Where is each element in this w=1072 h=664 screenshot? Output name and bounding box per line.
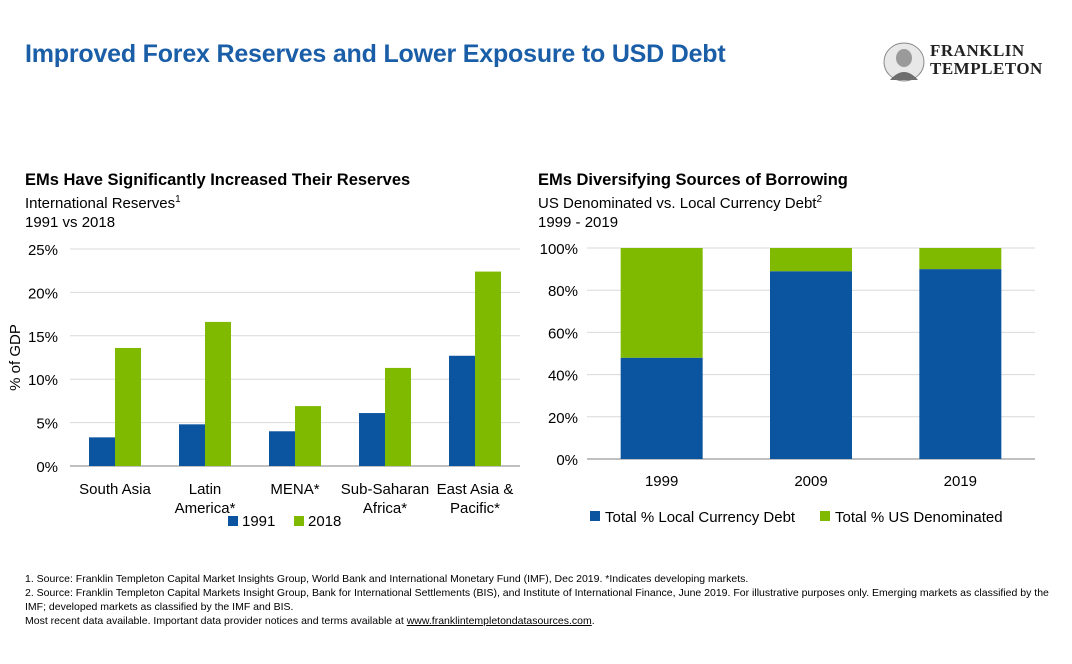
footnote-2: 2. Source: Franklin Templeton Capital Ma…	[25, 587, 1049, 613]
footnote-3: Most recent data available. Important da…	[25, 615, 595, 627]
legend-label: 1991	[242, 513, 275, 530]
footnote-1: 1. Source: Franklin Templeton Capital Ma…	[25, 573, 749, 585]
borrowing-stacked-bar-chart: 0% 20% 40% 60% 80% 100% 1999 2009 2019 Total % Lo…	[540, 241, 1035, 526]
right-chart-subtitle: US Denominated vs. Local Currency Debt2	[538, 194, 823, 212]
x-tick-label: East Asia &	[437, 481, 514, 498]
y-tick-label: 15%	[28, 329, 58, 346]
y-tick-label: 10%	[28, 372, 58, 389]
legend-label: Total % US Denominated	[835, 509, 1003, 526]
right-chart-title: EMs Diversifying Sources of Borrowing	[538, 171, 848, 189]
x-tick-label: 2009	[794, 473, 827, 490]
right-chart-period: 1999 - 2019	[538, 214, 619, 231]
x-tick-label: Africa*	[363, 500, 407, 517]
x-tick-label: 1999	[645, 473, 678, 490]
bar-1991	[359, 413, 385, 466]
left-chart-subtitle: International Reserves1	[25, 194, 181, 212]
legend-swatch	[820, 511, 830, 521]
y-tick-label: 0%	[36, 459, 58, 476]
x-tick-label: MENA*	[270, 481, 319, 498]
stacked-bar-segment	[919, 248, 1002, 270]
right-chart-header: EMs Diversifying Sources of Borrowing US…	[538, 171, 848, 232]
bar-2018	[295, 406, 321, 466]
x-tick-label: America*	[175, 500, 236, 517]
bar-1991	[89, 437, 115, 466]
page-title: Improved Forex Reserves and Lower Exposu…	[25, 40, 726, 68]
bar-1991	[179, 424, 205, 466]
bar-1991	[269, 431, 295, 466]
y-tick-label: 20%	[28, 285, 58, 302]
x-tick-label: 2019	[944, 473, 977, 490]
legend-label: Total % Local Currency Debt	[605, 509, 796, 526]
x-tick-label: South Asia	[79, 481, 151, 498]
y-tick-label: 5%	[36, 416, 58, 433]
stacked-bar-segment	[770, 248, 852, 272]
footnotes: 1. Source: Franklin Templeton Capital Ma…	[25, 572, 1055, 628]
left-chart-title: EMs Have Significantly Increased Their R…	[25, 171, 411, 189]
y-tick-label: 25%	[28, 242, 58, 259]
stacked-bar-segment	[620, 248, 703, 358]
data-sources-link[interactable]: www.franklintempletondatasources.com	[406, 615, 592, 627]
y-axis-label: % of GDP	[7, 324, 24, 391]
x-tick-label: Sub-Saharan	[341, 481, 429, 498]
franklin-templeton-logo: FRANKLIN TEMPLETON	[880, 40, 1060, 84]
y-tick-label: 0%	[556, 452, 578, 469]
legend-swatch	[590, 511, 600, 521]
x-tick-label: Latin	[189, 481, 222, 498]
bar-2018	[475, 271, 501, 466]
brand-line-2: TEMPLETON	[930, 59, 1043, 78]
bar-2018	[115, 347, 141, 466]
stacked-bar-segment	[770, 271, 852, 459]
left-chart-period: 1991 vs 2018	[25, 214, 116, 231]
y-tick-label: 20%	[548, 410, 578, 427]
y-tick-label: 40%	[548, 368, 578, 385]
bar-1991	[449, 355, 475, 466]
brand-line-1: FRANKLIN	[930, 41, 1025, 60]
franklin-portrait-icon	[883, 42, 925, 82]
y-tick-label: 100%	[540, 241, 578, 258]
x-tick-label: Pacific*	[450, 500, 500, 517]
y-tick-label: 60%	[548, 325, 578, 342]
left-chart-header: EMs Have Significantly Increased Their R…	[25, 171, 410, 232]
legend-label: 2018	[308, 513, 341, 530]
reserves-bar-chart: 0% 5% 10% 15% 20% 25% % of GDP South Asia Latin A…	[7, 242, 520, 530]
bar-2018	[205, 321, 231, 466]
legend-swatch-1991	[228, 516, 238, 526]
stacked-bar-segment	[620, 357, 703, 459]
bar-2018	[385, 367, 411, 466]
stacked-bar-segment	[919, 269, 1002, 459]
y-tick-label: 80%	[548, 283, 578, 300]
legend-swatch-2018	[294, 516, 304, 526]
